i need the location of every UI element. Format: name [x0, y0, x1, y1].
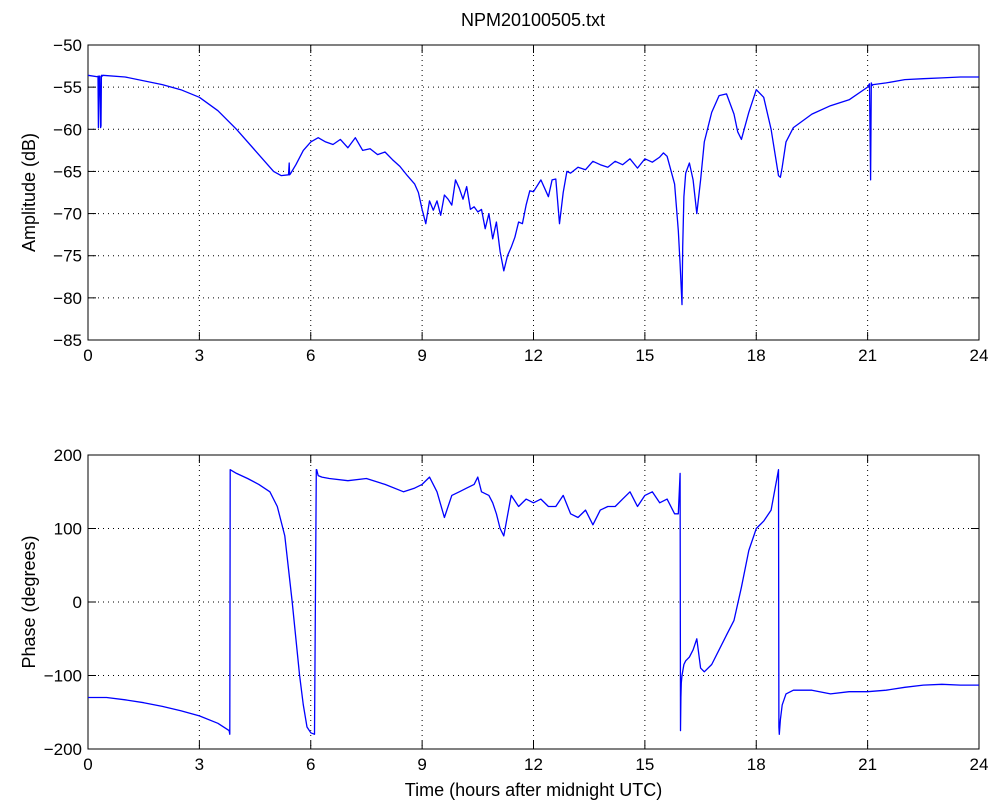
phase-x-tick-label: 3: [195, 755, 204, 774]
amplitude-x-tick-label: 9: [417, 346, 426, 365]
phase-panel: 0 3 6 9 12 15 18 21 24 −200 −100 0 100 200 Phase (degr…: [19, 446, 988, 800]
phase-x-tick-label: 18: [747, 755, 766, 774]
phase-x-tick-label: 24: [970, 755, 989, 774]
amplitude-y-tick-label: −50: [53, 36, 82, 55]
phase-series-line: [88, 469, 979, 735]
amplitude-series-line: [87, 74, 979, 306]
amplitude-x-tick-label: 12: [524, 346, 543, 365]
phase-x-tick-label: 12: [524, 755, 543, 774]
phase-y-tick-label: 200: [54, 446, 82, 465]
phase-x-tick-label: 6: [306, 755, 315, 774]
amplitude-x-tick-label: 18: [747, 346, 766, 365]
amplitude-x-tick-label: 24: [970, 346, 989, 365]
phase-x-tick-label: 0: [83, 755, 92, 774]
phase-y-tick-label: 0: [73, 593, 82, 612]
amplitude-y-tick-label: −65: [53, 162, 82, 181]
amplitude-panel: 0 3 6 9 12 15 18 21 24 −85 −80 −75 −70 −65 −60 −55 −50 Am…: [19, 36, 988, 365]
amplitude-y-tick-label: −75: [53, 247, 82, 266]
phase-y-tick-label: −200: [44, 740, 82, 759]
amplitude-y-tick-label: −70: [53, 205, 82, 224]
phase-x-tick-label: 15: [635, 755, 654, 774]
figure-title: NPM20100505.txt: [461, 10, 605, 30]
amplitude-x-tick-label: 6: [306, 346, 315, 365]
phase-y-tick-label: 100: [54, 520, 82, 539]
amplitude-x-tick-label: 21: [858, 346, 877, 365]
amplitude-y-tick-label: −60: [53, 120, 82, 139]
amplitude-y-tick-label: −80: [53, 289, 82, 308]
phase-y-axis-label: Phase (degrees): [19, 535, 39, 668]
amplitude-x-tick-label: 15: [635, 346, 654, 365]
amplitude-x-tick-label: 0: [83, 346, 92, 365]
phase-y-tick-label: −100: [44, 667, 82, 686]
amplitude-x-tick-label: 3: [195, 346, 204, 365]
phase-x-tick-label: 21: [858, 755, 877, 774]
amplitude-y-tick-label: −55: [53, 78, 82, 97]
phase-x-axis-label: Time (hours after midnight UTC): [405, 780, 662, 800]
amplitude-y-tick-label: −85: [53, 331, 82, 350]
phase-x-tick-label: 9: [417, 755, 426, 774]
amplitude-y-axis-label: Amplitude (dB): [19, 133, 39, 252]
